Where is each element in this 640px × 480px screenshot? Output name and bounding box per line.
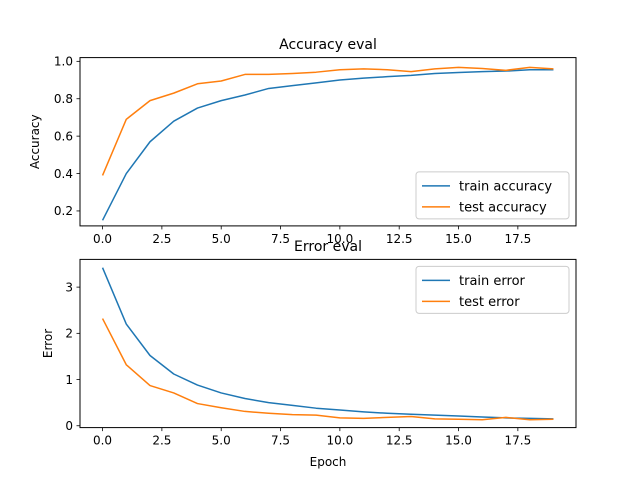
error-eval-legend-label-train-error: train error <box>459 274 526 289</box>
error-eval-xtick-label: 7.5 <box>271 434 290 448</box>
error-ylabel: Error <box>41 329 55 358</box>
accuracy-eval-ytick-label: 0.6 <box>54 129 73 143</box>
accuracy-eval-xtick-label: 5.0 <box>212 232 231 246</box>
error-eval-ytick-label: 2 <box>65 327 73 341</box>
accuracy-axes-frame <box>79 57 577 227</box>
error-eval-xtick-label: 10.0 <box>327 434 354 448</box>
accuracy-eval-ytick-label: 0.2 <box>54 204 73 218</box>
accuracy-subplot: 0.0 2.5 5.0 7.5 10.0 12.5 15.0 17.5 0.2 0.4 0.6 0.… <box>28 37 577 246</box>
accuracy-eval-legend-label-train-accuracy: train accuracy <box>459 179 552 194</box>
accuracy-eval-xtick-label: 2.5 <box>152 232 171 246</box>
accuracy-eval-legend-box <box>415 171 570 220</box>
error-eval-series-train-error <box>101 267 554 420</box>
accuracy-eval-series-train-accuracy <box>101 69 554 221</box>
error-eval-xtick-label: 2.5 <box>152 434 171 448</box>
accuracy-legend: train accuracy test accuracy <box>415 171 570 220</box>
error-eval-series-test-error <box>101 318 554 421</box>
error-axes-frame <box>79 258 577 429</box>
accuracy-ylabel: Accuracy <box>28 114 42 169</box>
accuracy-eval-ytick-label: 0.8 <box>54 92 73 106</box>
error-subplot: 0.0 2.5 5.0 7.5 10.0 12.5 15.0 17.5 0 1 2 3 Error … <box>41 239 577 469</box>
error-eval-ytick-label: 1 <box>65 373 73 387</box>
error-xlabel: Epoch <box>310 455 347 469</box>
accuracy-eval-xtick-label: 15.0 <box>445 232 472 246</box>
error-eval-legend-box <box>415 265 570 314</box>
error-eval-xtick-label: 0.0 <box>93 434 112 448</box>
error-legend: train error test error <box>415 265 570 314</box>
accuracy-eval-xtick-label: 12.5 <box>386 232 413 246</box>
accuracy-title: Accuracy eval <box>279 37 377 53</box>
accuracy-eval-xtick-label: 0.0 <box>93 232 112 246</box>
error-eval-xtick-label: 17.5 <box>504 434 531 448</box>
accuracy-eval-xtick-label: 10.0 <box>327 232 354 246</box>
error-eval-legend-label-test-error: test error <box>459 295 520 310</box>
accuracy-eval-legend-label-test-accuracy: test accuracy <box>459 200 547 215</box>
error-title: Error eval <box>294 239 362 255</box>
accuracy-eval-ytick-label: 1.0 <box>54 55 73 69</box>
accuracy-eval-series-test-accuracy <box>101 66 554 176</box>
error-eval-xtick-label: 15.0 <box>445 434 472 448</box>
error-eval-ytick-label: 3 <box>65 280 73 294</box>
error-eval-xtick-label: 5.0 <box>212 434 231 448</box>
error-eval-xtick-label: 12.5 <box>386 434 413 448</box>
accuracy-eval-xtick-label: 17.5 <box>504 232 531 246</box>
accuracy-eval-ytick-label: 0.4 <box>54 167 73 181</box>
accuracy-eval-xtick-label: 7.5 <box>271 232 290 246</box>
error-eval-ytick-label: 0 <box>65 419 73 433</box>
